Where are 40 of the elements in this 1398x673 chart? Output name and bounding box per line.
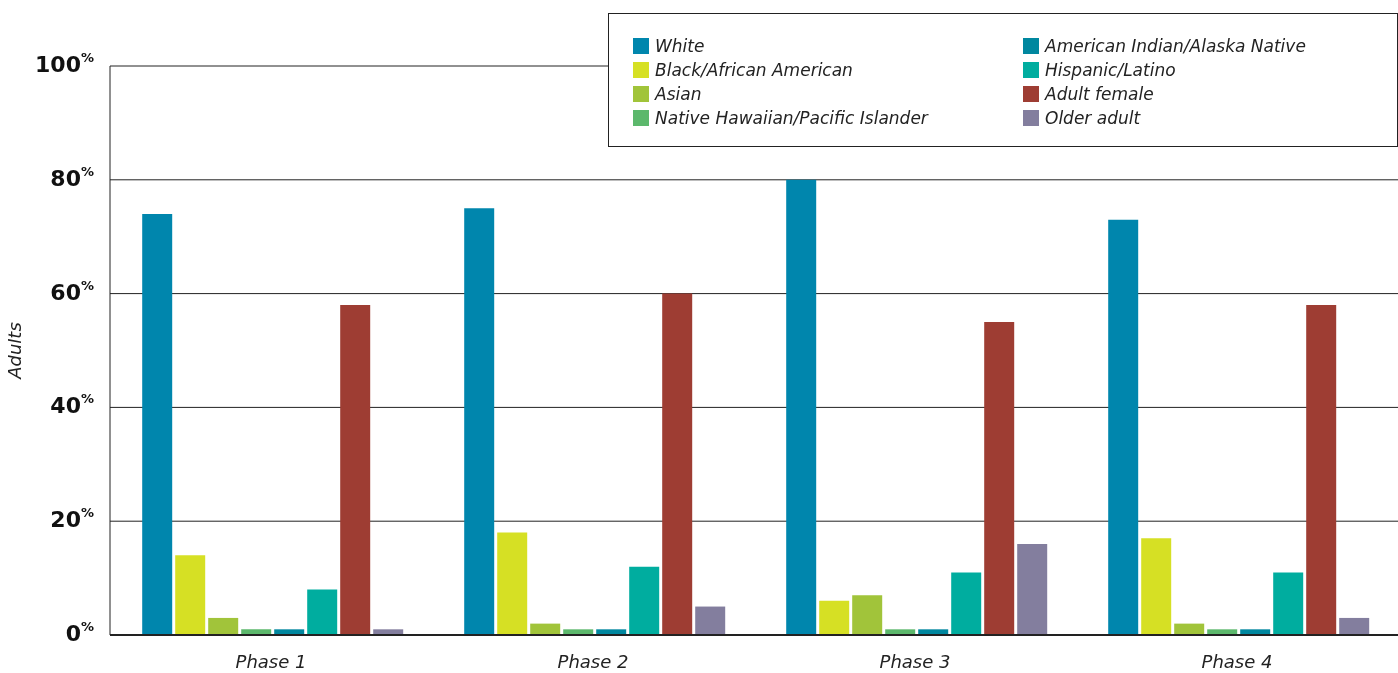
x-tick-label: Phase 3 <box>879 650 951 672</box>
bar <box>819 600 850 635</box>
bar <box>951 572 982 635</box>
bar <box>142 213 173 635</box>
y-tick-label: 80$^{%}$ <box>50 163 94 191</box>
y-tick-label: 100$^{%}$ <box>35 50 94 77</box>
bar <box>1273 572 1304 635</box>
bar <box>340 304 371 635</box>
legend-label: Black/African American <box>655 59 853 82</box>
legend-label: Native Hawaiian/Pacific Islander <box>655 107 928 130</box>
x-tick-label: Phase 2 <box>557 650 629 672</box>
legend-label: White <box>655 35 705 58</box>
legend-label: Asian <box>655 83 702 106</box>
legend-label: Hispanic/Latino <box>1045 59 1176 82</box>
y-tick-label: 60$^{%}$ <box>50 277 94 305</box>
y-tick-label: 20$^{%}$ <box>50 505 94 533</box>
y-axis-title: Adults <box>4 322 26 380</box>
x-tick-label: Phase 1 <box>235 650 307 672</box>
bar <box>984 322 1015 635</box>
x-tick-label: Phase 4 <box>1201 650 1273 672</box>
bar <box>695 606 726 635</box>
bar <box>1141 538 1172 635</box>
bar <box>175 555 206 635</box>
bar <box>852 595 883 635</box>
bar <box>629 566 660 635</box>
bar <box>1339 617 1370 635</box>
y-tick-label: 40$^{%}$ <box>50 391 94 419</box>
bar <box>662 293 693 635</box>
bar <box>1306 304 1337 635</box>
bar <box>464 208 495 635</box>
legend-label: American Indian/Alaska Native <box>1045 35 1306 58</box>
bar <box>786 179 817 635</box>
bar <box>208 617 239 635</box>
legend-label: Older adult <box>1045 107 1141 130</box>
bar <box>1108 219 1139 635</box>
y-tick-label: 0$^{%}$ <box>65 619 94 646</box>
bar <box>307 589 338 635</box>
legend-label: Adult female <box>1045 83 1154 106</box>
bar <box>497 532 528 635</box>
bar <box>1017 543 1048 635</box>
